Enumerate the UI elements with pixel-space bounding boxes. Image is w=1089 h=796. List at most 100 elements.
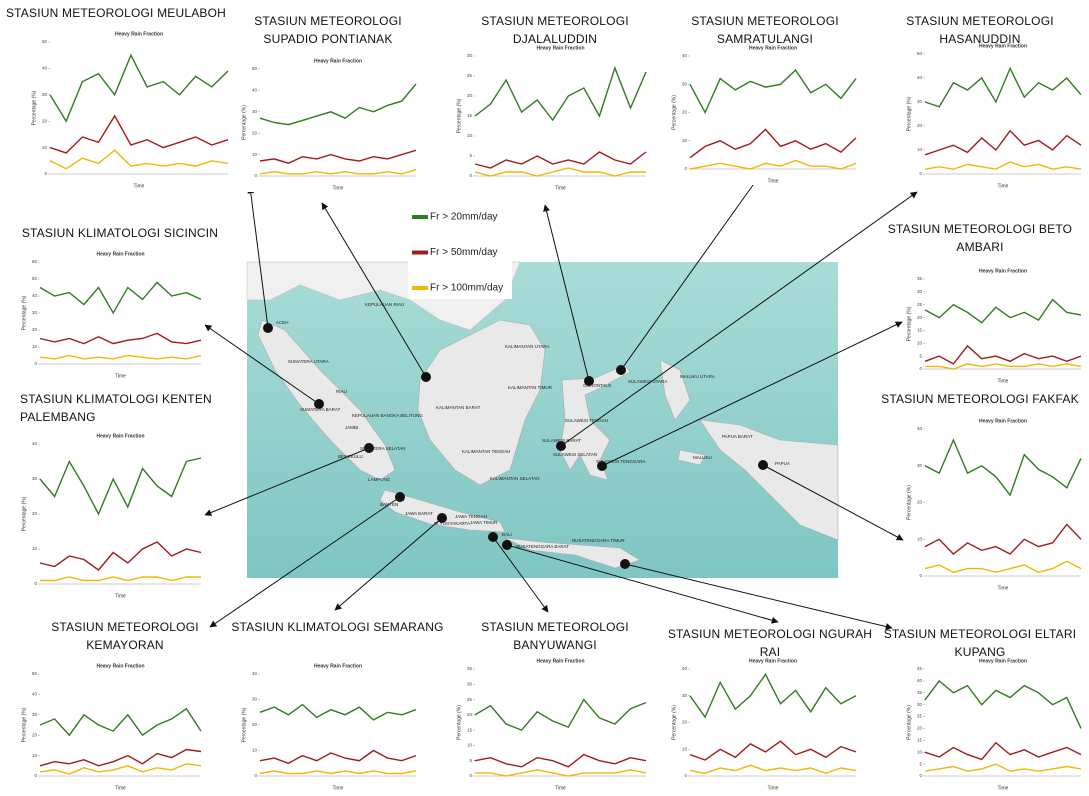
y-tick-label: 25 bbox=[467, 73, 473, 78]
station-dot bbox=[488, 532, 498, 542]
y-tick-label: 40 bbox=[32, 293, 38, 298]
y-tick-label: 30 bbox=[252, 697, 258, 702]
map-label: BENGKULU bbox=[338, 454, 363, 459]
y-tick-label: 20 bbox=[32, 732, 38, 737]
y-axis-label: Percentage (%) bbox=[456, 98, 462, 133]
map-label: NUSATENGGARA BARAT bbox=[516, 544, 569, 549]
y-tick-label: 30 bbox=[32, 310, 38, 315]
map-label: PAPUA bbox=[775, 461, 790, 466]
y-axis-label: Percentage (%) bbox=[241, 707, 247, 742]
y-tick-label: 25 bbox=[467, 697, 473, 702]
map-label: LAMPUNG bbox=[368, 477, 391, 482]
y-tick-label: 60 bbox=[32, 259, 38, 264]
y-tick-label: 10 bbox=[467, 133, 473, 138]
y-tick-label: 30 bbox=[467, 681, 473, 686]
x-axis-label: Time bbox=[555, 185, 566, 191]
map-label: BANTEN bbox=[380, 502, 398, 507]
y-tick-label: 40 bbox=[252, 88, 258, 93]
x-axis-label: Time bbox=[555, 785, 566, 791]
x-axis-label: Time bbox=[998, 585, 1009, 591]
station-dot bbox=[616, 365, 626, 375]
x-axis-label: Time bbox=[768, 785, 779, 791]
station-dot bbox=[421, 372, 431, 382]
y-tick-label: 10 bbox=[467, 743, 473, 748]
chart-subtitle: Heavy Rain Fraction bbox=[96, 663, 144, 669]
y-tick-label: 35 bbox=[917, 690, 923, 695]
station-dot bbox=[263, 323, 273, 333]
x-axis-label: Time bbox=[998, 183, 1009, 189]
map-label: DI YOGYAKARTA bbox=[434, 521, 470, 526]
y-axis-label: Percentage (%) bbox=[906, 705, 912, 740]
y-tick-label: 20 bbox=[252, 130, 258, 135]
chart-subtitle: Heavy Rain Fraction bbox=[979, 268, 1027, 274]
y-tick-label: 10 bbox=[917, 340, 923, 345]
station-title: STASIUN METEOROLOGI SAMRATULANGI bbox=[665, 12, 865, 48]
map-label: KALIMANTAN TIMUR bbox=[508, 385, 553, 390]
x-axis-label: Time bbox=[998, 378, 1009, 384]
mini-chart: Heavy Rain FractionTimePercentage (%)010… bbox=[905, 415, 1085, 592]
station-dot bbox=[620, 559, 630, 569]
y-tick-label: 40 bbox=[682, 666, 688, 671]
station-title: STASIUN METEOROLOGI MEULABOH bbox=[0, 4, 232, 22]
map-label: PAPUA BARAT bbox=[722, 434, 753, 439]
y-tick-label: 20 bbox=[32, 511, 38, 516]
y-tick-label: 30 bbox=[917, 702, 923, 707]
legend-label: Fr > 100mm/day bbox=[430, 283, 503, 294]
x-axis-label: Time bbox=[115, 785, 126, 791]
y-tick-label: 15 bbox=[917, 738, 923, 743]
x-axis-label: Time bbox=[333, 785, 344, 791]
map-label: KALIMANTAN SELATAN bbox=[490, 476, 540, 481]
y-tick-label: 40 bbox=[42, 66, 48, 71]
x-axis-label: Time bbox=[115, 373, 126, 379]
station-title: STASIUN METEOROLOGI BANYUWANGI bbox=[455, 618, 655, 654]
y-tick-label: 40 bbox=[32, 692, 38, 697]
y-tick-label: 45 bbox=[917, 666, 923, 671]
y-axis-label: Percentage (%) bbox=[671, 95, 677, 130]
chart-background bbox=[20, 660, 205, 792]
y-tick-label: 30 bbox=[917, 463, 923, 468]
station-dot bbox=[502, 540, 512, 550]
y-tick-label: 20 bbox=[917, 123, 923, 128]
station-title: STASIUN METEOROLOGI FAKFAK bbox=[880, 390, 1080, 408]
y-tick-label: 15 bbox=[917, 328, 923, 333]
y-axis-label: Percentage (%) bbox=[456, 705, 462, 740]
y-tick-label: 15 bbox=[467, 113, 473, 118]
y-tick-label: 10 bbox=[32, 753, 38, 758]
map-label: GORONTALO bbox=[583, 383, 612, 388]
y-tick-label: 30 bbox=[32, 476, 38, 481]
map-label: KALIMANTAN BARAT bbox=[436, 405, 481, 410]
y-tick-label: 30 bbox=[252, 109, 258, 114]
map-label: SUMATERA BARAT bbox=[300, 407, 341, 412]
y-tick-label: 10 bbox=[42, 145, 48, 150]
y-axis-label: Percentage (%) bbox=[906, 96, 912, 131]
chart-subtitle: Heavy Rain Fraction bbox=[979, 418, 1027, 424]
y-tick-label: 10 bbox=[917, 749, 923, 754]
chart-subtitle: Heavy Rain Fraction bbox=[314, 663, 362, 669]
y-tick-label: 20 bbox=[42, 118, 48, 123]
y-tick-label: 10 bbox=[252, 748, 258, 753]
legend-label: Fr > 50mm/day bbox=[430, 247, 498, 258]
y-tick-label: 30 bbox=[32, 712, 38, 717]
station-title: STASIUN METEOROLOGI DJALALUDDIN bbox=[455, 12, 655, 48]
map-label: MALUKU UTARA bbox=[680, 374, 715, 379]
y-axis-label: Percentage (%) bbox=[21, 707, 27, 742]
map-label: MALUKU bbox=[693, 455, 712, 460]
map-label: SULAWESI UTARA bbox=[628, 379, 667, 384]
station-title: STASIUN KLIMATOLOGI SEMARANG bbox=[225, 618, 450, 636]
chart-subtitle: Heavy Rain Fraction bbox=[96, 433, 144, 439]
y-tick-label: 30 bbox=[682, 693, 688, 698]
station-title: STASIUN KLIMATOLOGI SICINCIN bbox=[0, 224, 240, 242]
y-tick-label: 10 bbox=[252, 152, 258, 157]
y-tick-label: 15 bbox=[467, 727, 473, 732]
y-axis-label: Percentage (%) bbox=[31, 90, 37, 125]
station-title: STASIUN METEOROLOGI HASANUDDIN bbox=[880, 12, 1080, 48]
y-tick-label: 50 bbox=[32, 276, 38, 281]
y-tick-label: 25 bbox=[917, 714, 923, 719]
map-label: JAWA TIMUR bbox=[470, 520, 498, 525]
y-tick-label: 35 bbox=[467, 666, 473, 671]
y-tick-label: 30 bbox=[917, 99, 923, 104]
